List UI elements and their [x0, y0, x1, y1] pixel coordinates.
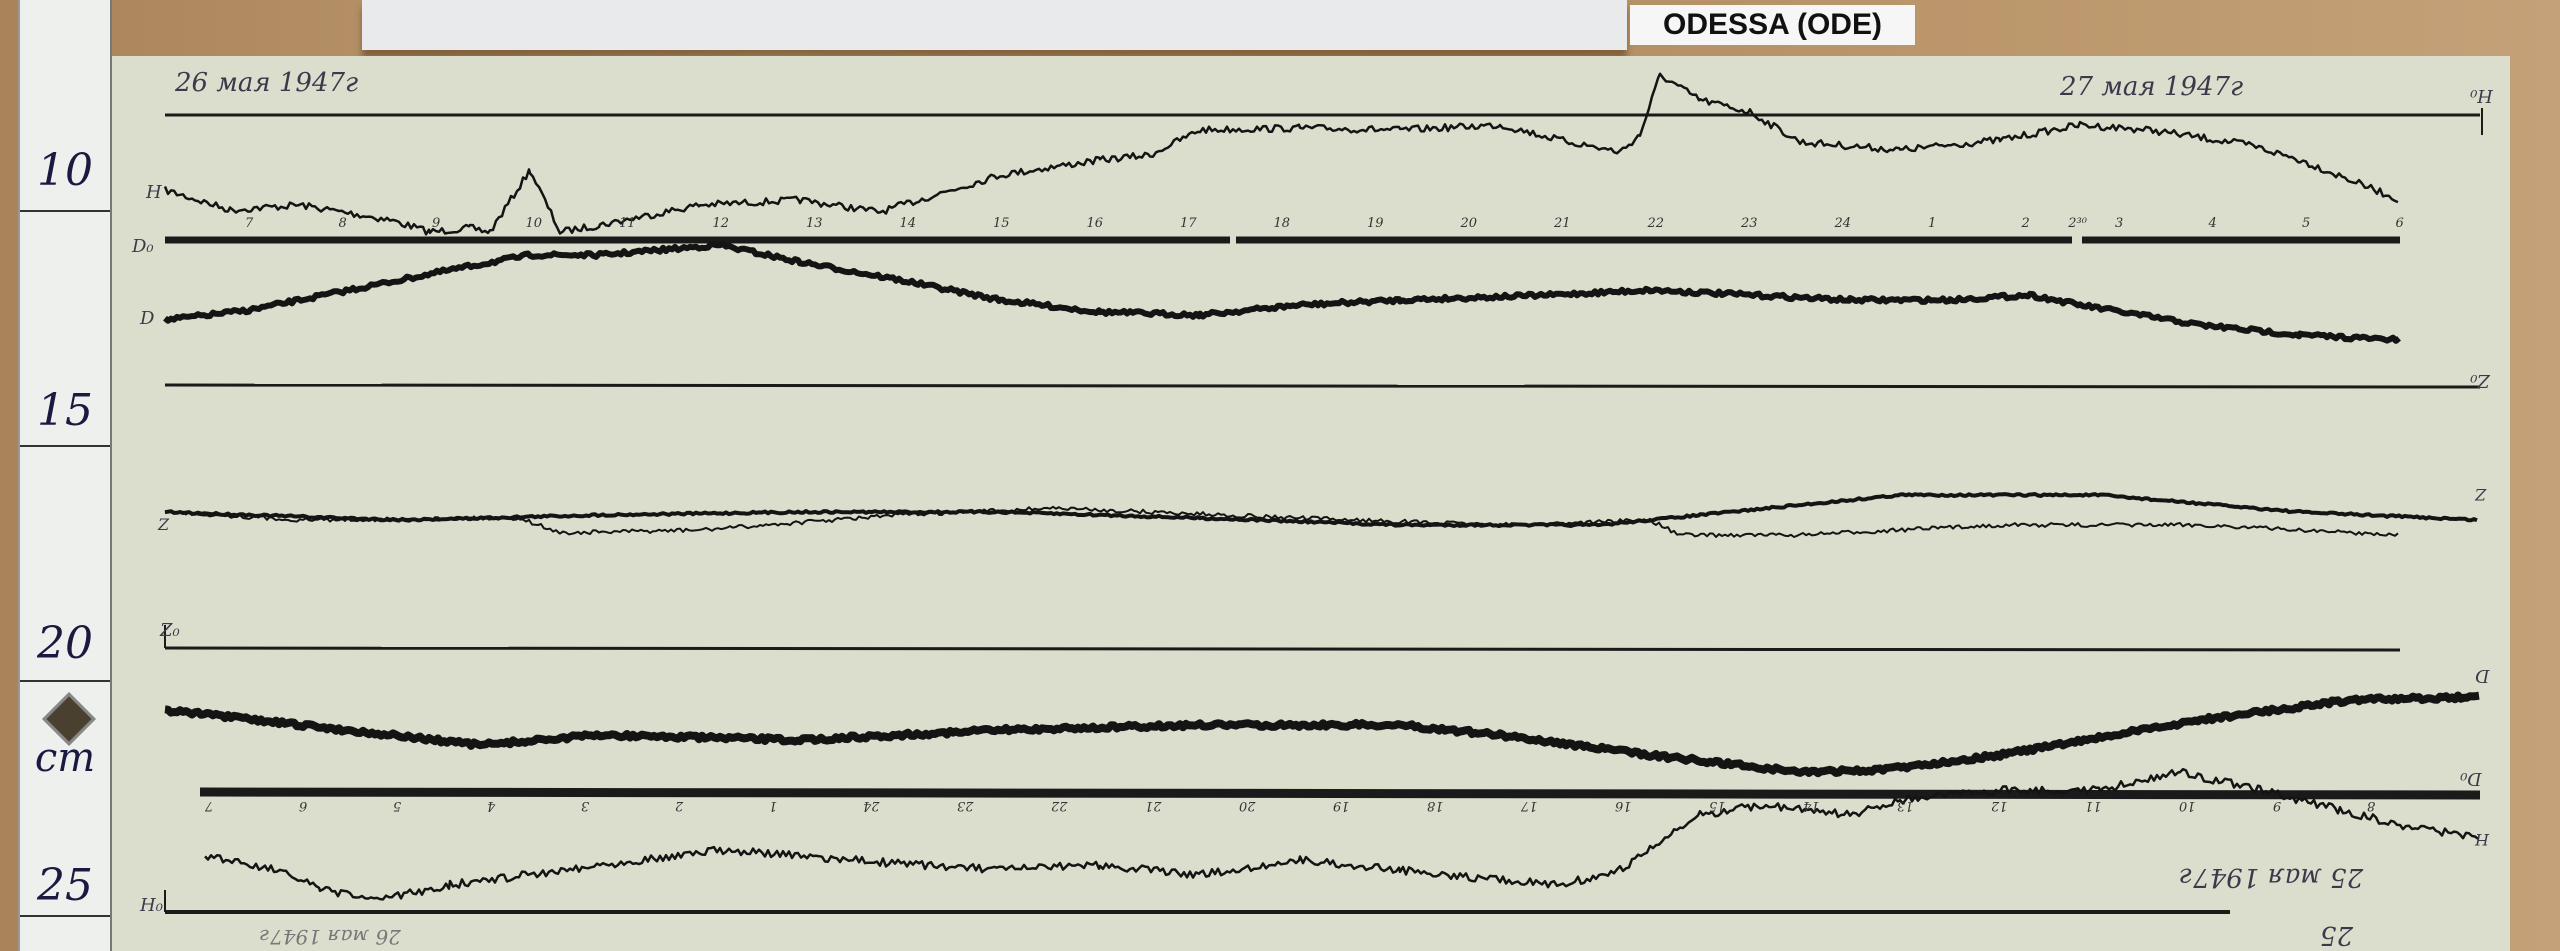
hour-label: 1	[1928, 216, 1937, 231]
trace-label-h: H	[146, 182, 162, 203]
baseline-z0-lower	[164, 646, 2401, 652]
date-bottom-short: 25	[2320, 920, 2354, 950]
hour-label: 6	[2395, 216, 2404, 231]
trace-label-h-right: H	[2475, 830, 2489, 849]
hour-label-inverted: 11	[2085, 798, 2102, 813]
overlapping-paper-sheet	[362, 0, 1627, 50]
hour-label: 17	[1180, 216, 1197, 231]
hour-label-inverted: 4	[487, 798, 496, 813]
trace-label-d0-right: D₀	[2460, 768, 2482, 789]
station-label: ODESSA (ODE)	[1630, 5, 1915, 45]
hour-label: 18	[1273, 216, 1291, 231]
hour-label: 9	[432, 216, 441, 231]
hour-label: 11	[619, 216, 636, 231]
hour-label: 8	[338, 216, 347, 231]
hour-label-inverted: 24	[863, 798, 880, 813]
baseline-z0	[164, 383, 2481, 389]
hour-label-inverted: 3	[581, 798, 590, 813]
date-bottom-left-inverted: 26 мая 1947г	[260, 925, 401, 949]
hour-label-inverted: 1	[769, 798, 778, 813]
hour-label: 2³⁰	[2068, 216, 2087, 231]
hour-label-inverted: 6	[299, 798, 308, 813]
trace-label-z-right: Z	[2475, 485, 2487, 504]
trace-z-secondary	[164, 505, 2399, 538]
hour-label-inverted: 15	[1709, 798, 1726, 813]
hour-label-inverted: 2	[675, 798, 684, 813]
hour-label-inverted: 14	[1803, 798, 1820, 813]
trace-label-z0-right: Z₀	[2470, 370, 2490, 391]
date-top-left: 26 мая 1947г	[175, 68, 359, 98]
hour-label: 2	[2021, 216, 2030, 231]
hour-label-inverted: 8	[2367, 798, 2376, 813]
hour-label-inverted: 19	[1333, 798, 1350, 813]
hour-label-inverted: 9	[2273, 798, 2282, 813]
hour-label-inverted: 13	[1897, 798, 1914, 813]
trace-label-z: Z	[158, 515, 170, 534]
hour-label: 15	[993, 216, 1010, 231]
hour-label-inverted: 21	[1145, 798, 1162, 813]
trace-label-d: D	[140, 308, 155, 329]
hour-label: 22	[1647, 216, 1665, 231]
hour-label: 21	[1554, 216, 1571, 231]
ruler-tick	[20, 915, 110, 917]
hour-label-inverted: 7	[205, 798, 214, 813]
hour-label-inverted: 23	[957, 798, 974, 813]
date-bottom-inverted: 25 мая 1947г	[2180, 862, 2364, 892]
trace-label-d-right: D	[2475, 665, 2490, 686]
hour-label: 13	[806, 216, 823, 231]
baseline-d0-lower	[199, 787, 2481, 800]
trace-h	[163, 72, 2399, 236]
ruler-number: 25	[37, 860, 93, 911]
hour-label: 14	[899, 216, 917, 231]
ruler-number: 15	[37, 385, 93, 436]
ruler-unit: cm	[34, 735, 96, 781]
hour-label: 16	[1086, 216, 1104, 231]
hour-label: 24	[1834, 216, 1852, 231]
hour-label-inverted: 10	[2179, 798, 2196, 813]
hour-label: 3	[2115, 216, 2124, 231]
ruler-number: 10	[37, 145, 93, 196]
hour-label-inverted: 17	[1521, 798, 1538, 813]
hour-label: 19	[1367, 216, 1384, 231]
trace-z	[164, 492, 2478, 528]
centimeter-ruler: 10 15 20 cm 25	[18, 0, 112, 951]
hour-label-inverted: 18	[1427, 798, 1444, 813]
trace-label-d0: D₀	[132, 236, 154, 257]
ruler-tick	[20, 210, 110, 212]
ruler-number: 20	[37, 618, 93, 669]
hour-label-inverted: 12	[1991, 798, 2008, 813]
ruler-tick	[20, 680, 110, 682]
hour-label: 10	[525, 216, 543, 231]
hour-label: 23	[1741, 216, 1758, 231]
hour-label-inverted: 5	[393, 798, 402, 813]
hour-label-inverted: 20	[1239, 798, 1256, 813]
ruler-tick	[20, 445, 110, 447]
hour-label-inverted: 16	[1615, 798, 1632, 813]
hour-label: 7	[245, 216, 254, 231]
hour-label: 5	[2302, 216, 2311, 231]
date-top-right: 27 мая 1947г	[2060, 72, 2244, 102]
trace-d-lower	[164, 691, 2480, 778]
trace-label-h0-right: H₀	[2470, 85, 2493, 106]
trace-label-h0: H₀	[140, 895, 163, 916]
hour-label: 12	[712, 216, 730, 231]
trace-d	[163, 241, 2401, 344]
hour-label: 4	[2208, 216, 2217, 231]
hour-label-inverted: 22	[1051, 798, 1068, 813]
trace-label-z0: Z₀	[160, 620, 180, 641]
hour-label: 20	[1460, 216, 1478, 231]
magnetogram-sheet	[112, 56, 2510, 951]
trace-h-lower	[204, 767, 2479, 901]
